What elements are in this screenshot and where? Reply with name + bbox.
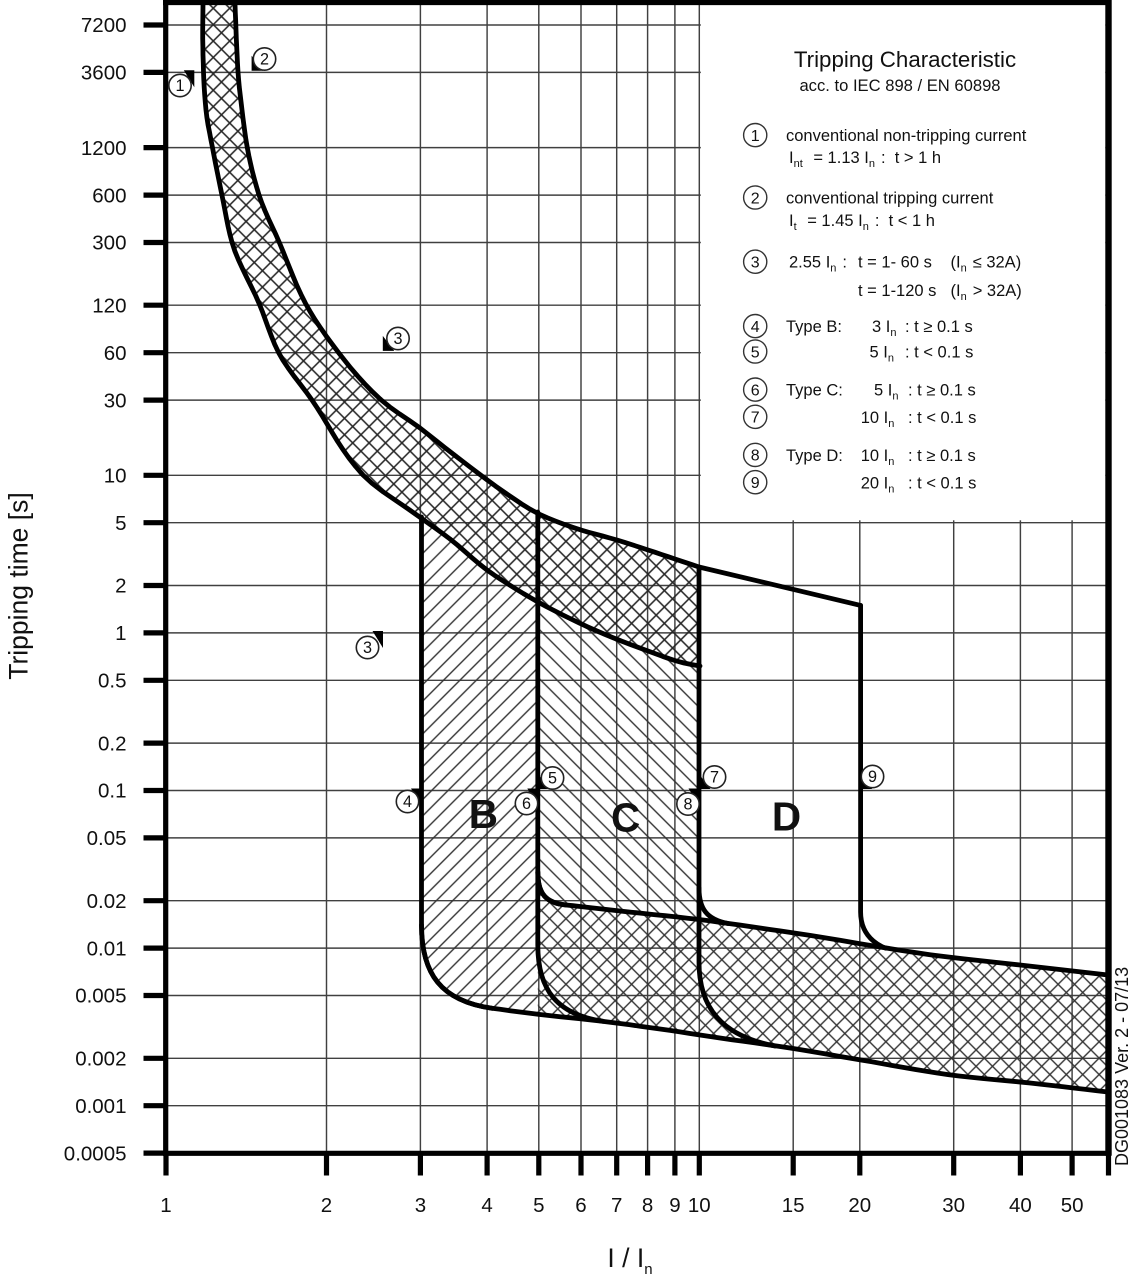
svg-text:0.05: 0.05 — [87, 827, 127, 850]
svg-text:t = 1- 60 s: t = 1- 60 s — [858, 254, 932, 272]
svg-text:9: 9 — [751, 475, 760, 492]
svg-text:(In ≤ 32A): (In ≤ 32A) — [951, 254, 1022, 275]
svg-text:: t ≥ 0.1 s: : t ≥ 0.1 s — [905, 318, 973, 336]
svg-text:7: 7 — [751, 410, 760, 427]
svg-text:0.02: 0.02 — [87, 890, 127, 913]
svg-text:t = 1-120 s: t = 1-120 s — [858, 282, 936, 300]
svg-text:8: 8 — [642, 1194, 653, 1217]
svg-text:0.1: 0.1 — [98, 780, 127, 803]
svg-text:0.001: 0.001 — [75, 1095, 126, 1118]
svg-text:Tripping Characteristic: Tripping Characteristic — [794, 47, 1016, 72]
svg-text:conventional tripping current: conventional tripping current — [786, 190, 994, 208]
svg-text:60: 60 — [104, 342, 127, 365]
svg-text:2.55 In :: 2.55 In : — [789, 254, 847, 275]
svg-text:Type D:: Type D: — [786, 447, 843, 465]
svg-text:0.005: 0.005 — [75, 985, 126, 1008]
svg-text:7: 7 — [710, 769, 719, 787]
svg-text:3: 3 — [751, 255, 760, 272]
svg-text:5: 5 — [115, 512, 126, 535]
svg-text:4: 4 — [751, 319, 760, 336]
svg-text:4: 4 — [481, 1194, 492, 1217]
svg-text:: t < 0.1 s: : t < 0.1 s — [905, 344, 973, 362]
svg-text:2: 2 — [751, 190, 760, 207]
svg-text:9: 9 — [868, 768, 877, 786]
svg-text:8: 8 — [683, 796, 692, 814]
svg-text:: t < 0.1 s: : t < 0.1 s — [908, 409, 976, 427]
svg-text:3: 3 — [393, 330, 402, 348]
svg-text:30: 30 — [942, 1194, 965, 1217]
svg-text:: t < 0.1 s: : t < 0.1 s — [908, 475, 976, 493]
svg-text:8: 8 — [751, 448, 760, 465]
svg-text:7: 7 — [611, 1194, 622, 1217]
svg-text:Type C:: Type C: — [786, 382, 843, 400]
svg-text:: t ≥ 0.1 s: : t ≥ 0.1 s — [908, 382, 976, 400]
svg-text:1: 1 — [160, 1194, 171, 1217]
svg-text:1: 1 — [175, 77, 184, 95]
svg-text:Tripping time [s]: Tripping time [s] — [4, 492, 34, 680]
svg-text:5: 5 — [751, 344, 760, 361]
svg-text:4: 4 — [403, 793, 412, 811]
svg-text:(In > 32A): (In > 32A) — [951, 282, 1022, 303]
svg-text:3: 3 — [363, 639, 372, 657]
svg-text:1200: 1200 — [81, 137, 127, 160]
svg-text:conventional non-tripping curr: conventional non-tripping current — [786, 127, 1027, 145]
svg-text:10 In: 10 In — [861, 409, 896, 430]
svg-text:2: 2 — [321, 1194, 332, 1217]
svg-text:20 In: 20 In — [861, 475, 896, 496]
svg-text:3: 3 — [415, 1194, 426, 1217]
svg-text:Int = 1.13 In : t > 1 h: Int = 1.13 In : t > 1 h — [789, 149, 941, 170]
svg-text:2: 2 — [260, 51, 269, 69]
svg-text:0.2: 0.2 — [98, 732, 127, 755]
svg-text:50: 50 — [1061, 1194, 1084, 1217]
svg-text:1: 1 — [751, 128, 760, 145]
svg-text:15: 15 — [782, 1194, 805, 1217]
svg-text:40: 40 — [1009, 1194, 1032, 1217]
svg-text:30: 30 — [104, 389, 127, 412]
svg-text:0.0005: 0.0005 — [64, 1142, 127, 1165]
svg-text:120: 120 — [92, 294, 126, 317]
svg-text:10: 10 — [104, 465, 127, 488]
svg-text:600: 600 — [92, 184, 126, 207]
svg-text:5: 5 — [548, 770, 557, 788]
svg-text:It = 1.45 In : t < 1 h: It = 1.45 In : t < 1 h — [789, 212, 935, 233]
svg-text:10: 10 — [688, 1194, 711, 1217]
svg-text:1: 1 — [115, 622, 126, 645]
svg-text:DG001083 Ver. 2 - 07/13: DG001083 Ver. 2 - 07/13 — [1112, 967, 1130, 1166]
svg-text:10 In: 10 In — [861, 447, 896, 468]
svg-text:3600: 3600 — [81, 62, 127, 85]
svg-text:9: 9 — [669, 1194, 680, 1217]
svg-text:0.5: 0.5 — [98, 670, 127, 693]
svg-text:0.01: 0.01 — [87, 937, 127, 960]
svg-text:B: B — [469, 791, 498, 837]
svg-text:0.002: 0.002 — [75, 1048, 126, 1071]
svg-text:6: 6 — [522, 795, 531, 813]
svg-text:: t ≥ 0.1 s: : t ≥ 0.1 s — [908, 447, 976, 465]
svg-text:20: 20 — [848, 1194, 871, 1217]
svg-text:2: 2 — [115, 575, 126, 598]
svg-text:7200: 7200 — [81, 14, 127, 37]
svg-text:6: 6 — [575, 1194, 586, 1217]
svg-text:5: 5 — [533, 1194, 544, 1217]
svg-text:D: D — [772, 794, 801, 840]
svg-text:300: 300 — [92, 232, 126, 255]
svg-text:Type B:: Type B: — [786, 318, 842, 336]
svg-text:acc. to IEC 898 / EN 60898: acc. to IEC 898 / EN 60898 — [799, 76, 1000, 95]
svg-text:6: 6 — [751, 382, 760, 399]
svg-text:C: C — [611, 795, 640, 841]
